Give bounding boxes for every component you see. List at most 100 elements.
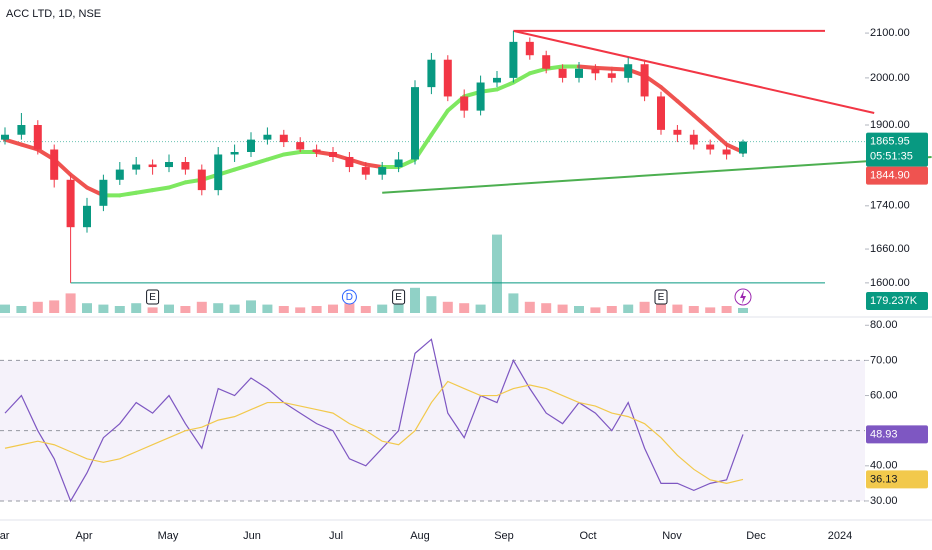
ma-last-box	[866, 166, 928, 185]
event-marker	[392, 289, 406, 305]
volume-bar	[639, 301, 650, 313]
candle-body	[706, 144, 715, 150]
countdown-label: 05:51:35	[870, 151, 913, 163]
candle-body	[279, 134, 288, 143]
rsi-line	[4, 380, 744, 484]
volume-bar	[114, 306, 125, 313]
y-tick-label: 2000.00	[870, 72, 910, 84]
moving-average	[281, 149, 303, 157]
last-price-label: 1865.95	[870, 136, 910, 148]
volume-bar	[541, 303, 552, 313]
volume-last-label: 179.237K	[870, 295, 918, 307]
candle-body	[165, 162, 173, 168]
volume-bar	[459, 303, 470, 313]
candle-body	[247, 139, 255, 152]
moving-average	[495, 80, 516, 92]
volume-bar	[328, 304, 338, 313]
candle-body	[263, 134, 272, 140]
event-label: E	[658, 292, 665, 303]
candle-body	[542, 55, 551, 69]
x-tick-label: Jul	[329, 530, 343, 542]
volume-bar	[656, 299, 666, 313]
candle-body	[460, 96, 469, 111]
volume-bar	[196, 301, 207, 313]
rsi-tick-label: 60.00	[870, 389, 898, 401]
candle-body	[115, 169, 124, 180]
volume-bar	[131, 303, 142, 313]
candle-body	[345, 156, 354, 168]
candle-body	[230, 151, 239, 155]
volume-bar	[180, 306, 191, 313]
candle-body	[525, 41, 534, 56]
moving-average	[659, 85, 680, 104]
candle-body	[296, 142, 305, 150]
y-tick-label: 1660.00	[870, 243, 910, 255]
candle-body	[558, 68, 567, 78]
volume-bar	[524, 301, 535, 313]
candle-body	[476, 82, 485, 111]
candle-body	[427, 59, 436, 88]
moving-average	[511, 71, 532, 85]
x-tick-label: Mar	[0, 530, 10, 542]
volume-bar	[623, 304, 634, 313]
volume-bar	[508, 293, 519, 313]
volume-bar	[442, 301, 453, 313]
candle-body	[181, 162, 190, 170]
moving-average	[429, 108, 450, 137]
candle-body	[378, 167, 387, 175]
event-marker	[146, 289, 160, 305]
volume-bar	[705, 307, 716, 313]
candle-body	[50, 149, 59, 180]
volume-bar	[164, 304, 174, 313]
y-tick-label: 2100.00	[870, 27, 910, 39]
candle-body	[722, 149, 731, 155]
candle-body	[312, 149, 321, 152]
moving-average	[150, 185, 171, 193]
rsi-ma-last-label: 36.13	[870, 473, 898, 485]
volume-bar	[16, 306, 27, 313]
event-label: D	[346, 292, 353, 303]
x-tick-label: Dec	[746, 530, 766, 542]
volume-bar	[49, 300, 60, 313]
y-tick-label: 1600.00	[870, 277, 910, 289]
moving-average	[363, 162, 385, 170]
event-label: E	[395, 292, 402, 303]
candle-body	[197, 169, 206, 191]
candle-body	[17, 125, 26, 135]
rsi-tick-label: 70.00	[870, 354, 898, 366]
candle-body	[148, 164, 157, 168]
candle-body	[83, 205, 91, 228]
x-tick-label: Sep	[494, 530, 514, 542]
volume-bar	[688, 306, 699, 313]
event-marker	[341, 289, 357, 305]
volume-bar	[82, 303, 92, 313]
candle-body	[640, 64, 649, 97]
candle-body	[1, 134, 9, 140]
moving-average	[249, 157, 270, 167]
volume-bar	[262, 304, 273, 313]
volume-bar	[0, 304, 10, 313]
candle-body	[657, 96, 665, 130]
rsi-last-label: 48.93	[870, 428, 898, 440]
moving-average	[3, 137, 24, 147]
volume-bar	[738, 307, 748, 313]
candle-body	[591, 68, 600, 74]
candle-body	[66, 179, 75, 228]
volume-bar	[721, 306, 732, 313]
moving-average	[527, 66, 549, 76]
moving-average	[117, 190, 139, 198]
volume-bar	[246, 300, 256, 313]
moving-average	[68, 172, 89, 190]
candle-body	[214, 154, 223, 191]
volume-bar	[65, 293, 76, 313]
volume-bar	[393, 299, 404, 313]
volume-bar	[98, 304, 109, 313]
rsi-tick-label: 80.00	[870, 319, 898, 331]
candle-body	[624, 64, 633, 78]
candle-body	[411, 87, 419, 160]
x-tick-label: May	[158, 530, 179, 542]
candle-body	[99, 179, 108, 206]
volume-bar	[492, 234, 502, 313]
candle-body	[33, 125, 42, 150]
